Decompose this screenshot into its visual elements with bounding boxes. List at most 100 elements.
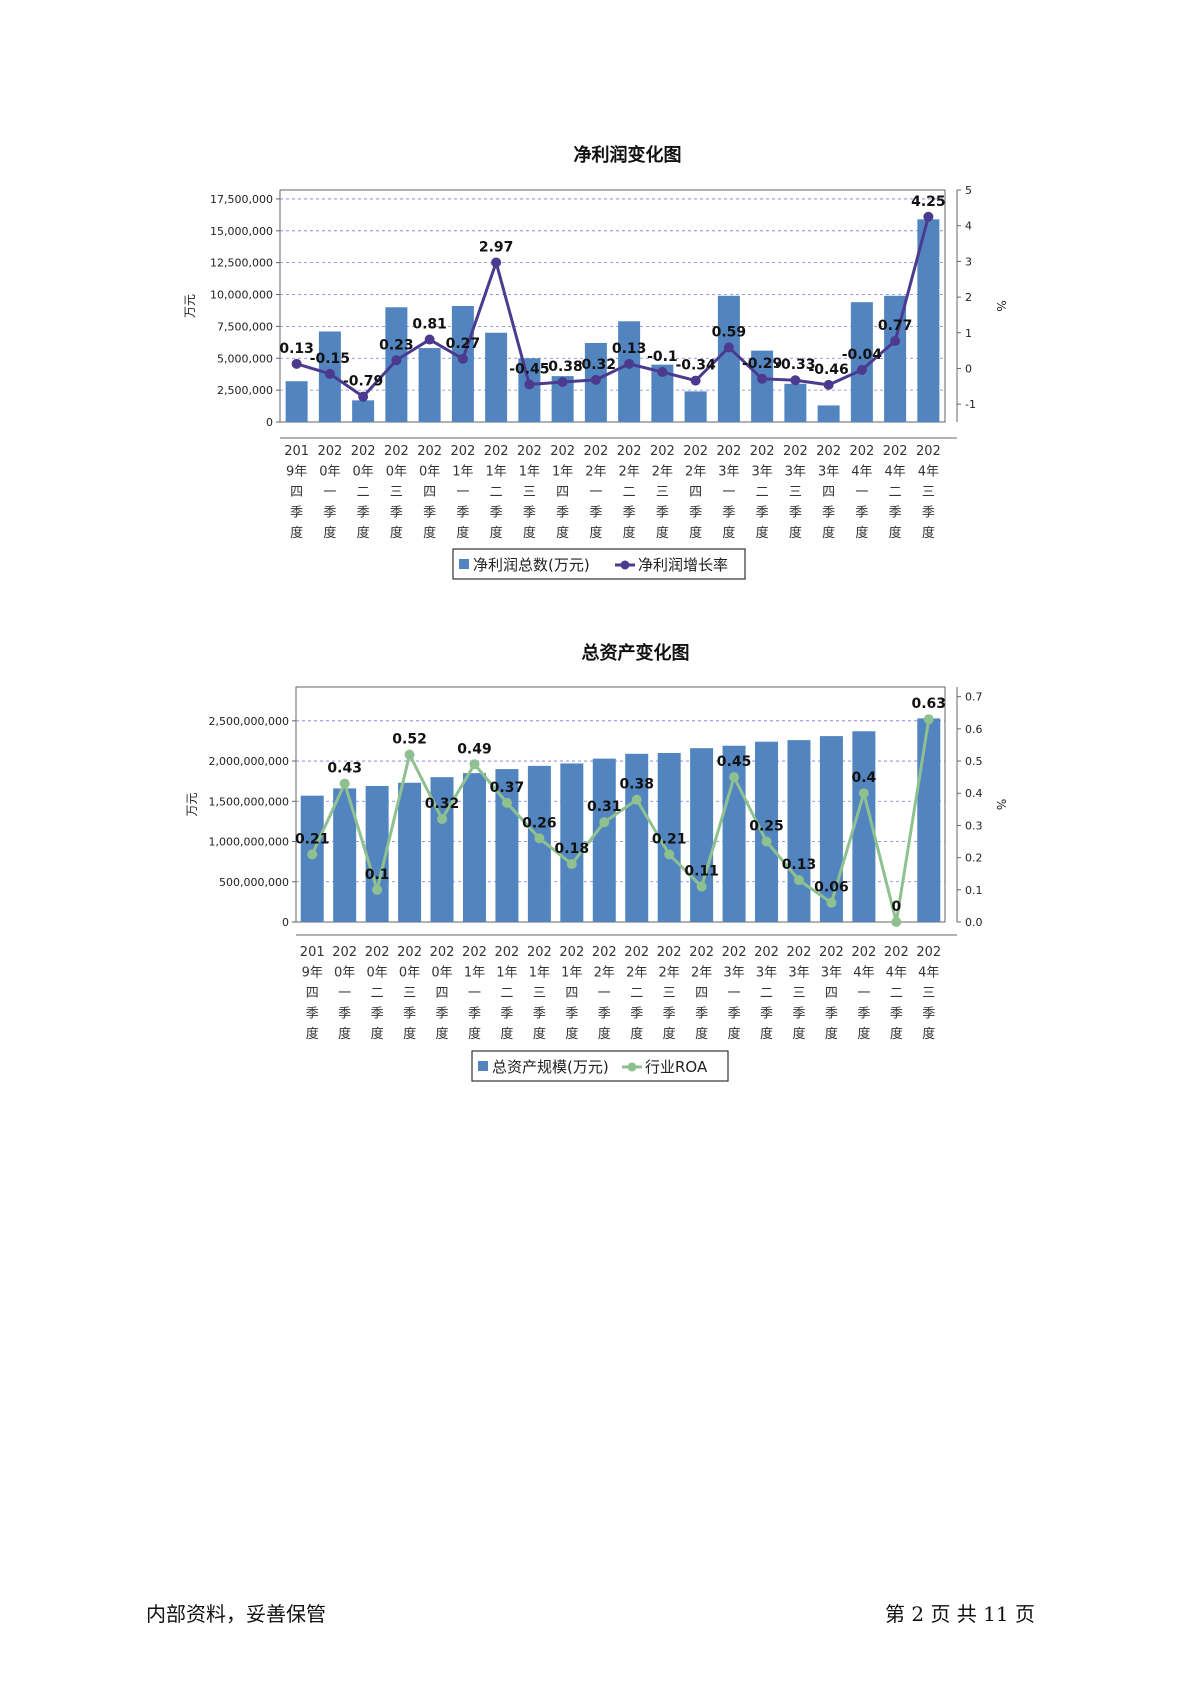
- x-tick-label: 度: [589, 525, 602, 541]
- net-profit-chart: 净利润变化图 0 2,500,000 5,000,000 7,500,000 10,000…: [0, 140, 1191, 600]
- x-tick-label: 度: [825, 1026, 838, 1042]
- x-tick-label: 202: [384, 444, 409, 459]
- x-tick-label: 季: [565, 1007, 578, 1022]
- bar: [784, 383, 807, 422]
- x-tick-label: 度: [922, 525, 935, 541]
- legend-item-bar: 净利润总数(万元): [473, 556, 590, 574]
- bar: [852, 731, 876, 922]
- data-label: 2.97: [479, 239, 514, 255]
- x-tick-label: 2年: [691, 966, 712, 981]
- data-label: -0.46: [808, 362, 848, 378]
- line-point: [457, 353, 468, 364]
- x-tick-label: 季: [589, 506, 602, 521]
- footer-confidential-note: 内部资料，妥善保管: [146, 1602, 326, 1626]
- left-tick-label: 15,000,000: [210, 225, 273, 238]
- x-tick-label: 一: [728, 986, 741, 1001]
- x-tick-label: 1年: [464, 966, 485, 981]
- x-tick-label: 度: [695, 1026, 708, 1042]
- left-tick-label: 500,000,000: [219, 876, 289, 889]
- bar: [625, 753, 649, 922]
- x-tick-label: 2年: [594, 966, 615, 981]
- x-tick-label: 度: [565, 1026, 578, 1042]
- x-tick-label: 一: [857, 986, 870, 1001]
- line-point: [793, 875, 804, 886]
- data-label: 0.18: [555, 841, 590, 857]
- right-tick-label: 0: [965, 362, 972, 375]
- x-tick-label: 季: [722, 506, 735, 521]
- bar: [352, 400, 375, 422]
- bar: [365, 785, 389, 922]
- x-tick-label: 4年: [918, 966, 939, 981]
- right-tick-label: 0.5: [965, 755, 983, 768]
- x-tick-label: 二: [357, 485, 370, 500]
- data-label: -0.45: [509, 362, 549, 378]
- net-profit-chart-svg: 净利润变化图 0 2,500,000 5,000,000 7,500,000 10,000…: [183, 144, 1008, 580]
- x-tick-label: 四: [822, 485, 835, 500]
- x-tick-label: 季: [623, 506, 636, 521]
- data-label: 0.13: [782, 857, 817, 873]
- x-tick-label: 202: [351, 444, 376, 459]
- left-tick-label: 0: [282, 916, 289, 929]
- x-tick-label: 季: [855, 506, 868, 521]
- x-tick-label: 二: [623, 485, 636, 500]
- legend-box: [452, 548, 746, 580]
- bar: [850, 302, 873, 422]
- data-label: 0.1: [365, 867, 390, 883]
- x-tick-label: 三: [390, 485, 403, 500]
- x-tick-label: 度: [857, 1026, 870, 1042]
- data-label: 0.81: [412, 317, 447, 333]
- line-point: [358, 391, 369, 402]
- x-tick-label: 一: [589, 485, 602, 500]
- x-tick-label: 0年: [319, 465, 340, 480]
- legend-item-bar: 总资产规模(万元): [492, 1058, 609, 1076]
- x-tick-label: 202: [783, 444, 808, 459]
- x-tick-label: 202: [884, 945, 909, 960]
- x-tick-label: 度: [338, 1026, 351, 1042]
- line-point: [501, 797, 512, 808]
- bar: [551, 376, 574, 422]
- left-tick-label: 7,500,000: [217, 320, 273, 333]
- line-point: [566, 859, 577, 870]
- data-label: 0.38: [619, 777, 654, 793]
- right-tick-label: -1: [965, 398, 976, 411]
- x-tick-label: 9年: [286, 465, 307, 480]
- line-point: [590, 374, 601, 385]
- data-label: 0.21: [295, 831, 330, 847]
- data-label: 0.13: [279, 341, 314, 357]
- bar: [560, 763, 584, 922]
- chart-title: 净利润变化图: [574, 144, 682, 166]
- footer-page-number: 第 2 页 共 11 页: [885, 1602, 1035, 1626]
- right-tick-label: 4: [965, 220, 972, 233]
- data-label: -0.38: [542, 359, 582, 375]
- x-tick-label: 度: [468, 1026, 481, 1042]
- line-point: [437, 813, 448, 824]
- x-tick-label: 度: [490, 525, 503, 541]
- x-tick-label: 度: [436, 1026, 449, 1042]
- x-tick-label: 季: [290, 506, 303, 521]
- line-point: [404, 749, 415, 760]
- bar: [917, 219, 940, 422]
- data-label: 0.21: [652, 831, 687, 847]
- x-tick-label: 度: [290, 525, 303, 541]
- right-tick-label: 0.6: [965, 723, 983, 736]
- x-tick-label: 4年: [853, 966, 874, 981]
- x-tick-label: 四: [436, 986, 449, 1001]
- x-tick-label: 一: [598, 986, 611, 1001]
- x-tick-label: 度: [556, 525, 569, 541]
- x-tick-label: 3年: [756, 966, 777, 981]
- x-tick-label: 三: [792, 986, 805, 1001]
- x-tick-label: 三: [789, 485, 802, 500]
- bar: [592, 758, 616, 922]
- total-assets-chart: 总资产变化图 0 500,000,000 1,000,000,000 1,500,000…: [0, 635, 1191, 1095]
- bar: [285, 381, 308, 422]
- x-tick-label: 度: [889, 525, 902, 541]
- line-point: [696, 881, 707, 892]
- x-tick-label: 202: [754, 945, 779, 960]
- x-tick-label: 季: [857, 1007, 870, 1022]
- x-tick-label: 0年: [431, 966, 452, 981]
- x-tick-label: 二: [371, 986, 384, 1001]
- x-tick-label: 二: [500, 986, 513, 1001]
- right-axis-title: %: [994, 300, 1008, 311]
- data-label: 4.25: [911, 194, 946, 210]
- x-tick-label: 3年: [723, 966, 744, 981]
